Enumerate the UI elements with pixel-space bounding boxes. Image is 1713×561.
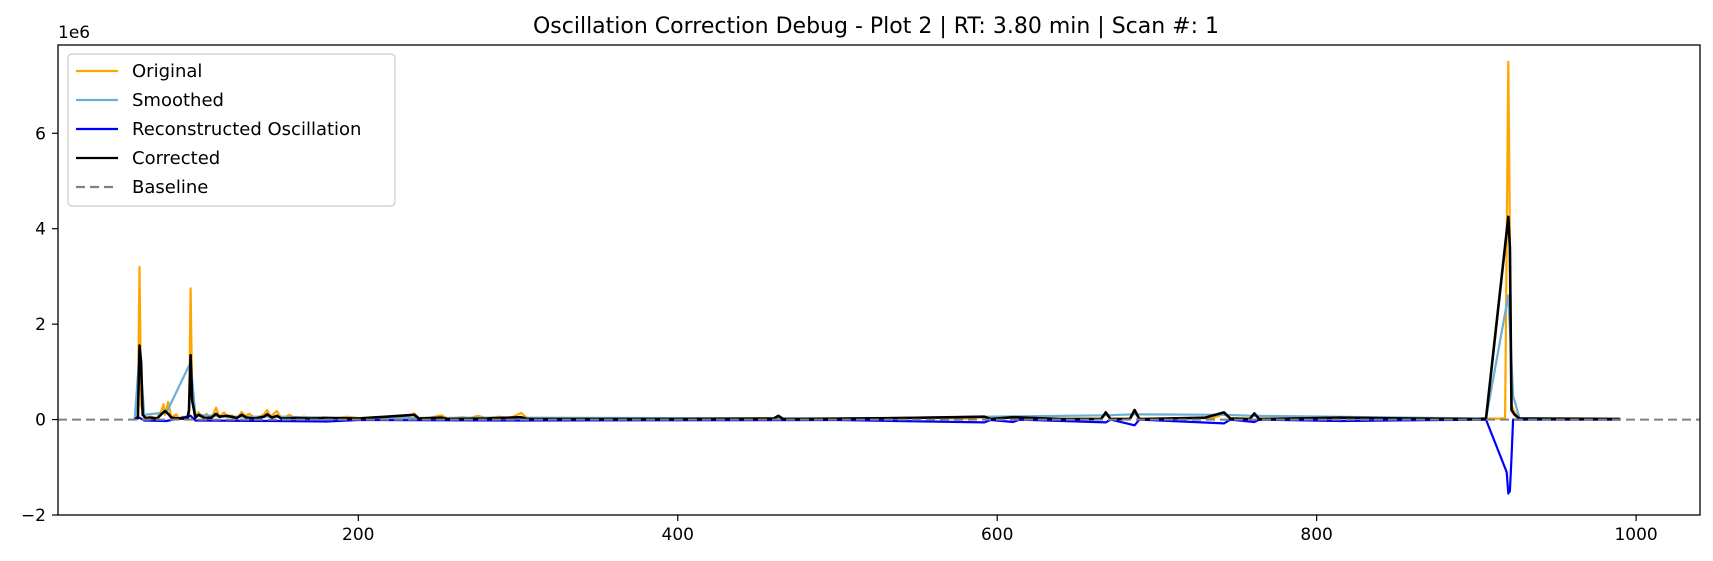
legend-label: Corrected xyxy=(132,148,220,169)
series-layer xyxy=(58,60,1700,495)
axes-layer: 200 400 600 800 1000 −2 0 2 4 6 xyxy=(21,124,1658,545)
y-tick-label: 2 xyxy=(35,315,46,335)
y-tick-label: 6 xyxy=(35,124,46,144)
x-tick-label: 400 xyxy=(662,525,694,545)
legend-label: Smoothed xyxy=(132,90,224,111)
legend-label: Original xyxy=(132,61,202,82)
y-scale-label: 1e6 xyxy=(58,23,90,43)
series-line-corrected xyxy=(133,215,1621,421)
y-tick-label: −2 xyxy=(21,506,46,526)
y-tick-label: 0 xyxy=(35,411,46,431)
legend-label: Reconstructed Oscillation xyxy=(132,119,361,140)
chart-title: Oscillation Correction Debug - Plot 2 | … xyxy=(533,14,1219,39)
plot-frame xyxy=(57,44,1701,516)
series-line-smoothed xyxy=(133,294,1621,420)
legend-box xyxy=(67,53,396,207)
series-line-reconstructed-oscillation xyxy=(134,414,1621,495)
x-tick-label: 1000 xyxy=(1614,525,1657,545)
legend: Original Smoothed Reconstructed Oscillatio… xyxy=(67,53,396,207)
y-tick-label: 4 xyxy=(35,220,46,240)
x-tick-label: 800 xyxy=(1300,525,1332,545)
legend-label: Baseline xyxy=(132,177,208,198)
x-tick-label: 600 xyxy=(981,525,1013,545)
x-tick-label: 200 xyxy=(342,525,374,545)
